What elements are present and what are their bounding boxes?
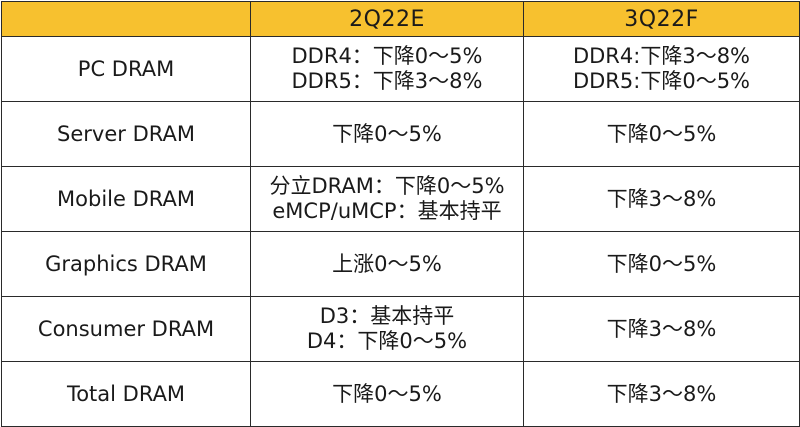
table-row-mobile-dram: Mobile DRAM 分立DRAM：下降0～5% eMCP/uMCP：基本持平… xyxy=(1,166,800,232)
row-label: Total DRAM xyxy=(1,361,251,427)
header-3q22f: 3Q22F xyxy=(523,1,800,37)
cell-line: 上涨0～5% xyxy=(332,251,442,276)
cell-line: 下降0～5% xyxy=(332,121,442,146)
cell-line: D3：基本持平 xyxy=(319,304,455,328)
row-label: PC DRAM xyxy=(1,36,251,102)
cell-line: 下降3～8% xyxy=(606,186,717,211)
row-label: Graphics DRAM xyxy=(1,231,251,297)
cell-line: 下降0～5% xyxy=(606,121,717,146)
table-row-consumer-dram: Consumer DRAM D3：基本持平 D4：下降0～5% 下降3～8% xyxy=(1,296,800,362)
cell-3q22f: 下降3～8% xyxy=(523,166,800,232)
cell-line: DDR5:下降0～5% xyxy=(572,69,751,93)
table-row-server-dram: Server DRAM 下降0～5% 下降0～5% xyxy=(1,101,800,167)
cell-line: 下降3～8% xyxy=(606,381,717,406)
cell-2q22e: 分立DRAM：下降0～5% eMCP/uMCP：基本持平 xyxy=(250,166,524,232)
cell-3q22f: 下降0～5% xyxy=(523,231,800,297)
cell-2q22e: 上涨0～5% xyxy=(250,231,524,297)
cell-line: DDR5：下降3～8% xyxy=(291,69,483,93)
table-row-graphics-dram: Graphics DRAM 上涨0～5% 下降0～5% xyxy=(1,231,800,297)
cell-2q22e: D3：基本持平 D4：下降0～5% xyxy=(250,296,524,362)
cell-3q22f: 下降3～8% xyxy=(523,361,800,427)
row-label: Server DRAM xyxy=(1,101,251,167)
header-2q22e: 2Q22E xyxy=(250,1,524,37)
cell-line: D4：下降0～5% xyxy=(306,329,468,353)
cell-3q22f: 下降0～5% xyxy=(523,101,800,167)
table-row-total-dram: Total DRAM 下降0～5% 下降3～8% xyxy=(1,361,800,427)
cell-line: eMCP/uMCP：基本持平 xyxy=(272,199,502,223)
cell-line: 下降3～8% xyxy=(606,316,717,341)
header-row: 2Q22E 3Q22F xyxy=(1,1,800,37)
header-category xyxy=(1,1,251,37)
table-row-pc-dram: PC DRAM DDR4：下降0～5% DDR5：下降3～8% DDR4:下降3… xyxy=(1,36,800,102)
cell-2q22e: 下降0～5% xyxy=(250,101,524,167)
cell-line: 分立DRAM：下降0～5% xyxy=(269,174,505,198)
cell-2q22e: DDR4：下降0～5% DDR5：下降3～8% xyxy=(250,36,524,102)
cell-line: DDR4:下降3～8% xyxy=(572,44,751,68)
cell-line: DDR4：下降0～5% xyxy=(291,44,483,68)
cell-2q22e: 下降0～5% xyxy=(250,361,524,427)
cell-line: 下降0～5% xyxy=(332,381,442,406)
cell-3q22f: 下降3～8% xyxy=(523,296,800,362)
row-label: Mobile DRAM xyxy=(1,166,251,232)
cell-3q22f: DDR4:下降3～8% DDR5:下降0～5% xyxy=(523,36,800,102)
cell-line: 下降0～5% xyxy=(606,251,717,276)
row-label: Consumer DRAM xyxy=(1,296,251,362)
